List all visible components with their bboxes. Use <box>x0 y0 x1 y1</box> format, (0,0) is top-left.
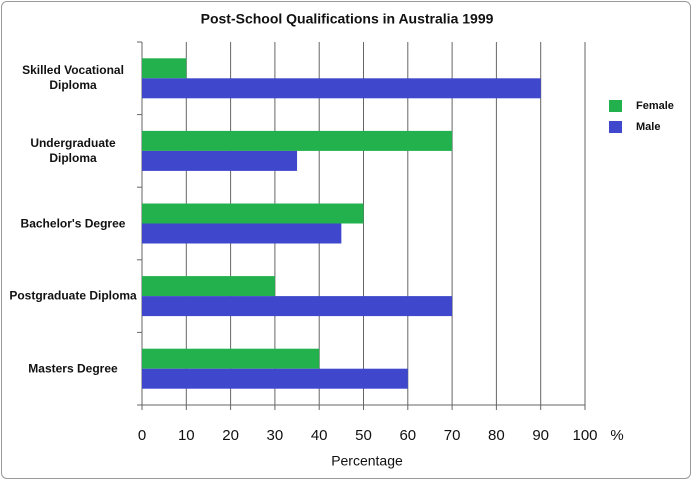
x-tick-label: 20 <box>222 427 239 444</box>
y-tick-label: Postgraduate Diploma <box>9 288 137 303</box>
bar <box>142 150 298 171</box>
x-tick-label: 100 <box>572 427 597 444</box>
chart-title: Post-School Qualifications in Australia … <box>201 11 494 27</box>
y-tick-label: Masters Degree <box>28 361 118 376</box>
y-tick-label: Undergraduate Diploma <box>30 135 116 165</box>
legend-label: Male <box>636 121 660 133</box>
x-tick-label: 0 <box>138 427 146 444</box>
legend-swatch <box>609 100 622 112</box>
x-tick-label: 70 <box>444 427 461 444</box>
x-unit: % <box>610 427 623 444</box>
bar <box>142 223 342 244</box>
bar <box>142 348 320 369</box>
x-tick-label: 80 <box>488 427 505 444</box>
bar <box>142 78 541 99</box>
bar <box>142 203 364 224</box>
legend-label: Female <box>636 100 674 112</box>
bar <box>142 296 453 317</box>
x-tick-label: 90 <box>532 427 549 444</box>
bar <box>142 58 187 79</box>
y-tick-label: Bachelor's Degree <box>20 216 126 230</box>
x-tick-label: 30 <box>267 427 284 444</box>
x-tick-label: 60 <box>399 427 416 444</box>
x-tick-label: 40 <box>311 427 328 444</box>
x-tick-label: 10 <box>178 427 195 444</box>
x-axis-label: Percentage <box>331 453 403 469</box>
legend-swatch <box>609 121 622 133</box>
bar <box>142 130 453 151</box>
x-tick-label: 50 <box>355 427 372 444</box>
bar <box>142 368 408 389</box>
bar <box>142 276 275 297</box>
y-tick-label: Skilled Vocational Diploma <box>22 63 124 93</box>
